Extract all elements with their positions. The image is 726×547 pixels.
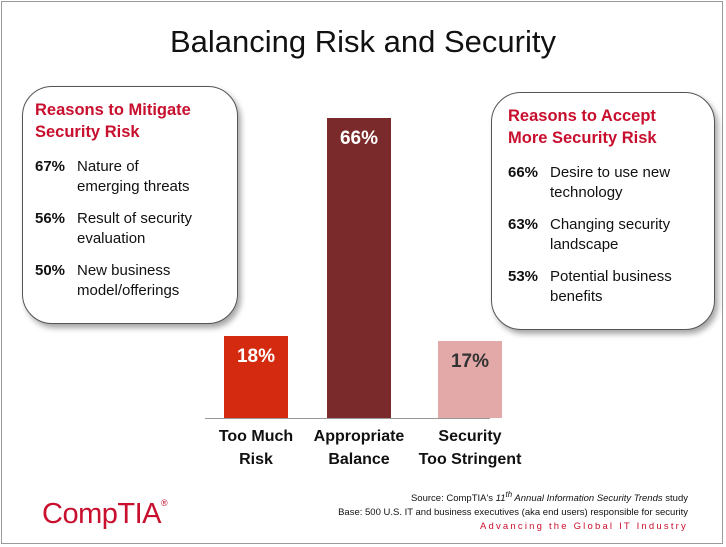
list-item: 56% Result of security evaluation: [35, 209, 227, 249]
mitigate-heading-line1: Reasons to Mitigate: [35, 101, 191, 119]
bar-value-label: 17%: [450, 350, 490, 372]
reason-text: Potential business benefits: [550, 268, 672, 305]
reason-percent: 50%: [35, 262, 66, 279]
accept-reasons-box: Reasons to Accept More Security Risk 66%…: [491, 92, 715, 330]
tagline: Advancing the Global IT Industry: [479, 521, 688, 533]
base-line: Base: 500 U.S. IT and business executive…: [338, 507, 688, 519]
list-item: 50% New business model/offerings: [35, 261, 227, 301]
reason-percent: 53%: [508, 268, 539, 285]
reason-percent: 56%: [35, 210, 66, 227]
category-label-line: Security: [438, 428, 502, 445]
reason-text: New business model/offerings: [77, 262, 180, 299]
bar-value-label: 66%: [339, 128, 379, 149]
comptia-logo: CompTIA®: [42, 498, 168, 530]
list-item: 63% Changing security landscape: [508, 215, 704, 255]
category-label: Appropriate Balance: [299, 425, 419, 471]
list-item: 66% Desire to use new technology: [508, 163, 704, 203]
category-label: Too Much Risk: [196, 425, 316, 471]
bar: [438, 340, 502, 418]
accept-heading: Reasons to Accept More Security Risk: [508, 105, 704, 149]
chart-title: Balancing Risk and Security: [170, 24, 556, 59]
reason-text: Changing security landscape: [550, 216, 671, 253]
reason-text: Desire to use new technology: [550, 164, 671, 201]
reason-text: Result of security evaluation: [77, 210, 193, 247]
category-label-line: Too Much: [218, 428, 294, 445]
reason-percent: 67%: [35, 158, 66, 175]
chart-baseline: [205, 418, 490, 419]
reason-text: Nature of emerging threats: [77, 158, 190, 195]
reason-percent: 66%: [508, 164, 539, 181]
bar-value-label: 18%: [236, 346, 276, 368]
reason-percent: 63%: [508, 216, 539, 233]
source-line: Source: CompTIA's 11th Annual Informatio…: [410, 490, 688, 505]
accept-heading-line2: More Security Risk: [508, 129, 657, 147]
bar: [327, 118, 391, 418]
list-item: 53% Potential business benefits: [508, 267, 704, 307]
category-label-line: Balance: [328, 451, 390, 468]
category-label: Security Too Stringent: [410, 425, 530, 471]
accept-heading-line1: Reasons to Accept: [508, 107, 656, 125]
mitigate-heading-line2: Security Risk: [35, 123, 140, 141]
source-note: Source: CompTIA's 11th Annual Informatio…: [338, 488, 688, 534]
mitigate-heading: Reasons to Mitigate Security Risk: [35, 99, 227, 143]
bar: [224, 336, 288, 418]
mitigate-reasons-box: Reasons to Mitigate Security Risk 67% Na…: [22, 86, 238, 324]
category-label-line: Risk: [239, 451, 273, 468]
list-item: 67% Nature of emerging threats: [35, 157, 227, 197]
category-label-line: Appropriate: [313, 428, 405, 445]
category-label-line: Too Stringent: [418, 451, 522, 468]
